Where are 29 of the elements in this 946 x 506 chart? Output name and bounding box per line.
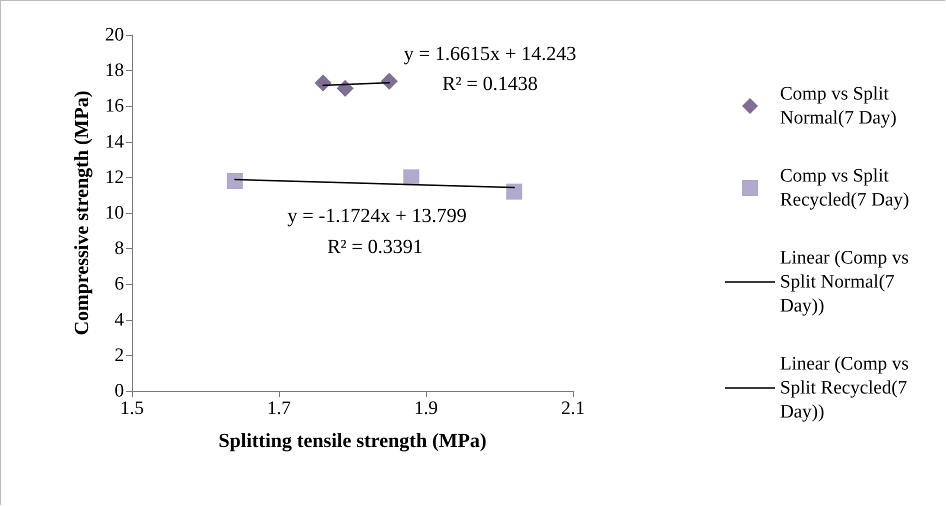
legend-label: Comp vs Split Normal(7 Day) <box>780 84 897 128</box>
annotation: y = 1.6615x + 14.243 <box>404 43 576 65</box>
y-tick-label: 20 <box>105 24 124 46</box>
legend-label: Comp vs Split Recycled(7 Day) <box>780 166 910 210</box>
point <box>314 74 332 92</box>
annotation: R² = 0.1438 <box>442 73 538 95</box>
y-tick-label: 12 <box>105 166 124 188</box>
legend-label: Linear (Comp vs Split Normal(7 Day)) <box>780 248 914 316</box>
x-axis-title: Splitting tensile strength (MPa) <box>218 430 486 452</box>
x-tick-label: 1.9 <box>414 398 438 419</box>
point <box>226 172 243 189</box>
point <box>403 169 420 186</box>
y-tick-label: 14 <box>105 131 124 152</box>
annotation: y = -1.1724x + 13.799 <box>287 205 467 227</box>
y-tick-label: 4 <box>114 309 124 330</box>
legend-label: Linear (Comp vs Split Recycled(7 Day)) <box>780 354 914 422</box>
y-tick-label: 8 <box>114 238 124 260</box>
point <box>336 80 354 97</box>
y-axis-title: Compressive strength (MPa) <box>71 90 93 336</box>
y-tick-label: 10 <box>105 202 124 224</box>
y-tick-label: 2 <box>114 344 124 366</box>
annotation: R² = 0.3391 <box>327 236 423 258</box>
point <box>506 184 522 200</box>
y-tick-label: 6 <box>114 274 124 295</box>
y-tick-label: 18 <box>105 60 124 82</box>
point <box>380 72 398 90</box>
x-tick-label: 2.1 <box>561 398 585 419</box>
y-tick-label: 16 <box>105 96 124 117</box>
x-tick-label: 1.7 <box>267 398 291 419</box>
